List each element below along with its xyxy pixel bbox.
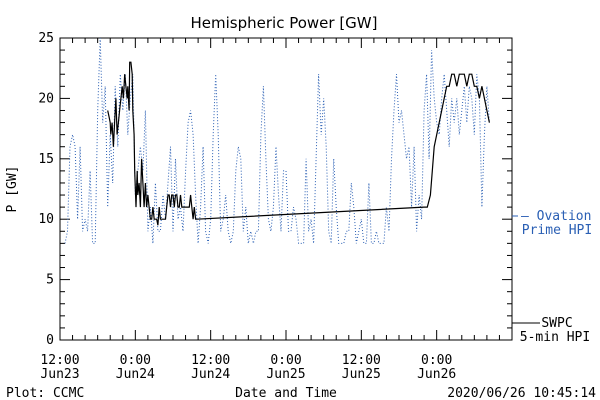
y-tick-label: 10 xyxy=(38,212,54,227)
x-axis-label: Date and Time xyxy=(235,386,337,400)
y-tick-label: 0 xyxy=(46,333,54,348)
x-tick-label-time: 0:00 xyxy=(120,353,151,368)
legend-swpc-line1: SWPC xyxy=(541,316,572,331)
footer-credit: Plot: CCMC xyxy=(6,386,84,400)
legend-swpc-line2: 5-min HPI xyxy=(520,330,590,345)
x-tick-label-date: Jun25 xyxy=(342,367,381,382)
y-tick-label: 20 xyxy=(38,91,54,106)
x-tick-label-time: 0:00 xyxy=(270,353,301,368)
x-tick-label-date: Jun24 xyxy=(191,367,230,382)
legend-ovation-line2: Prime HPI xyxy=(522,223,592,238)
y-tick-label: 25 xyxy=(38,31,54,46)
footer-timestamp: 2020/06/26 10:45:14 xyxy=(447,386,596,400)
series-group xyxy=(64,37,490,244)
x-tick-label-time: 0:00 xyxy=(421,353,452,368)
legend-ovation-line1: — Ovation xyxy=(521,209,591,224)
x-tick-label-date: Jun23 xyxy=(40,367,79,382)
x-tick-label-date: Jun26 xyxy=(417,367,456,382)
x-tick-label-time: 12:00 xyxy=(40,353,79,368)
plot-frame xyxy=(59,37,513,341)
x-tick-label-time: 12:00 xyxy=(191,353,230,368)
y-tick-label: 15 xyxy=(38,152,54,167)
x-tick-label-time: 12:00 xyxy=(342,353,381,368)
y-axis-label: P [GW] xyxy=(5,166,20,213)
series-ovation-line xyxy=(64,37,490,244)
x-axis: 12:00Jun230:00Jun2412:00Jun240:00Jun2512… xyxy=(40,38,513,382)
chart-title: Hemispheric Power [GW] xyxy=(191,14,378,32)
y-axis: 0 5 10 15 20 25 xyxy=(38,31,512,348)
x-tick-label-date: Jun24 xyxy=(116,367,155,382)
series-swpc-line xyxy=(107,61,490,226)
x-tick-label-date: Jun25 xyxy=(266,367,305,382)
y-tick-label: 5 xyxy=(46,273,54,288)
